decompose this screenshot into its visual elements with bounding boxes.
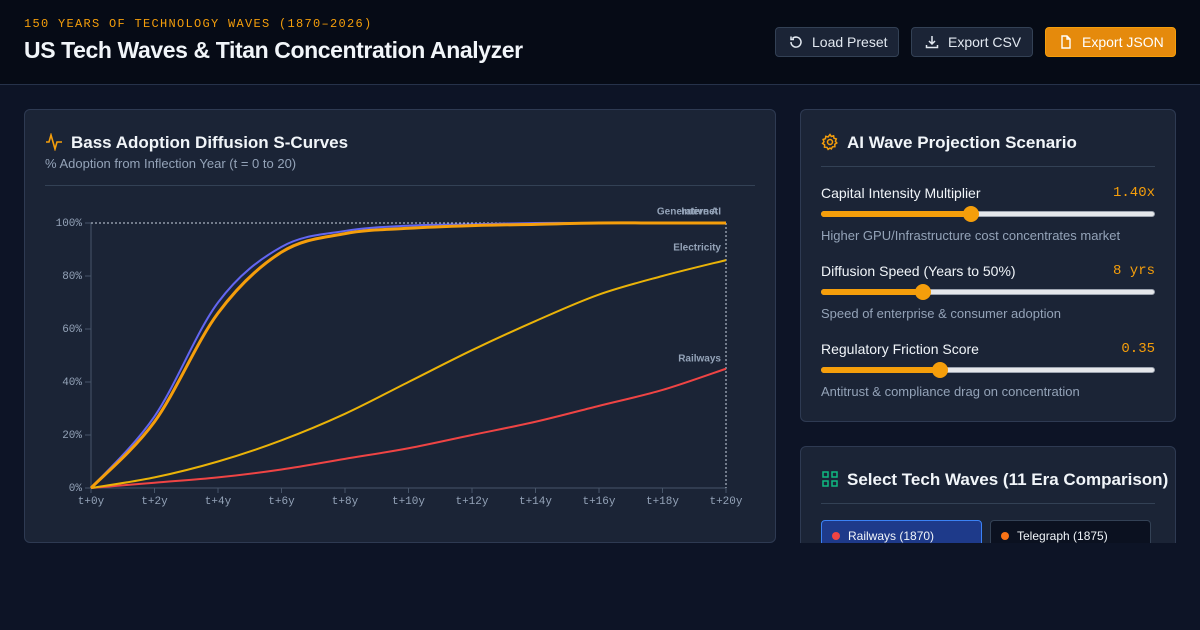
series-label: Generative AI [657,207,721,218]
slider-value: 8 yrs [1112,263,1155,279]
series-label: Electricity [673,243,721,254]
chip-label: Telegraph (1875) [1017,529,1108,543]
button-label: Load Preset [812,34,888,50]
export-json-button[interactable]: Export JSON [1045,27,1176,57]
y-tick-label: 80% [62,271,82,283]
chip-label: Railways (1870) [848,529,935,543]
series-line [90,259,727,489]
x-tick-label: t+10y [392,496,425,508]
header: 150 YEARS OF TECHNOLOGY WAVES (1870–2026… [0,0,1200,85]
series-line [90,367,727,489]
x-tick-label: t+4y [205,496,232,508]
x-tick-label: t+8y [332,496,359,508]
divider [821,503,1155,504]
slider-label: Regulatory Friction Score [821,341,979,357]
slider-fill [821,367,940,373]
eyebrow: 150 YEARS OF TECHNOLOGY WAVES (1870–2026… [24,17,373,31]
divider [45,185,755,186]
series-label: Internet [681,207,718,218]
waves-panel: Select Tech Waves (11 Era Comparison) Ra… [800,446,1176,543]
slider-label: Capital Intensity Multiplier [821,185,981,201]
chart-panel: Bass Adoption Diffusion S-Curves % Adopt… [24,109,776,543]
slider-value: 1.40x [1112,185,1155,201]
y-tick-label: 20% [62,430,82,442]
app-title: US Tech Waves & Titan Concentration Anal… [24,37,523,63]
chart-subtitle: % Adoption from Inflection Year (t = 0 t… [45,156,297,171]
chart: 0% 20% 40% 60% 80% 100% t+0y t+2y t+4y t+6y t+8y t+… [56,207,743,508]
chart-title: Bass Adoption Diffusion S-Curves [71,133,349,152]
wave-chip[interactable]: Telegraph (1875) [990,520,1151,543]
x-tick-label: t+18y [646,496,679,508]
x-tick-label: t+0y [78,496,105,508]
slider-thumb[interactable] [914,284,931,300]
slider-label: Diffusion Speed (Years to 50%) [821,263,1016,279]
slider-thumb[interactable] [931,362,948,378]
x-tick-label: t+14y [519,496,552,508]
slider-description: Speed of enterprise & consumer adoption [821,306,1061,321]
export-csv-button[interactable]: Export CSV [911,27,1033,57]
x-tick-label: t+6y [268,496,295,508]
y-tick-label: 0% [69,483,83,495]
content: Bass Adoption Diffusion S-Curves % Adopt… [0,85,1200,543]
x-tick-label: t+20y [709,496,742,508]
button-label: Export CSV [948,34,1022,50]
scenario-panel: AI Wave Projection Scenario Capital Inte… [800,109,1176,422]
waves-title: Select Tech Waves (11 Era Comparison) [847,470,1169,489]
scenario-title: AI Wave Projection Scenario [847,133,1077,152]
wave-chip[interactable]: Railways (1870) [821,520,982,543]
slider-thumb[interactable] [963,206,980,222]
button-label: Export JSON [1082,34,1164,50]
x-tick-label: t+12y [455,496,488,508]
y-tick-label: 60% [62,324,82,336]
gear-icon [821,133,838,151]
x-tick-label: t+16y [582,496,615,508]
series-line [89,221,726,490]
slider-fill [821,211,972,217]
series-label: Railways [678,354,721,365]
y-tick-label: 100% [56,218,83,230]
slider-fill [821,289,923,295]
grid-icon [822,471,838,487]
y-tick-label: 40% [62,377,82,389]
chart-icon [46,133,62,151]
slider-value: 0.35 [1121,341,1155,357]
slider-description: Higher GPU/Infrastructure cost concentra… [821,228,1121,243]
divider [821,166,1155,167]
load-preset-button[interactable]: Load Preset [775,27,899,57]
slider-description: Antitrust & compliance drag on concentra… [821,384,1080,399]
x-tick-label: t+2y [141,496,168,508]
